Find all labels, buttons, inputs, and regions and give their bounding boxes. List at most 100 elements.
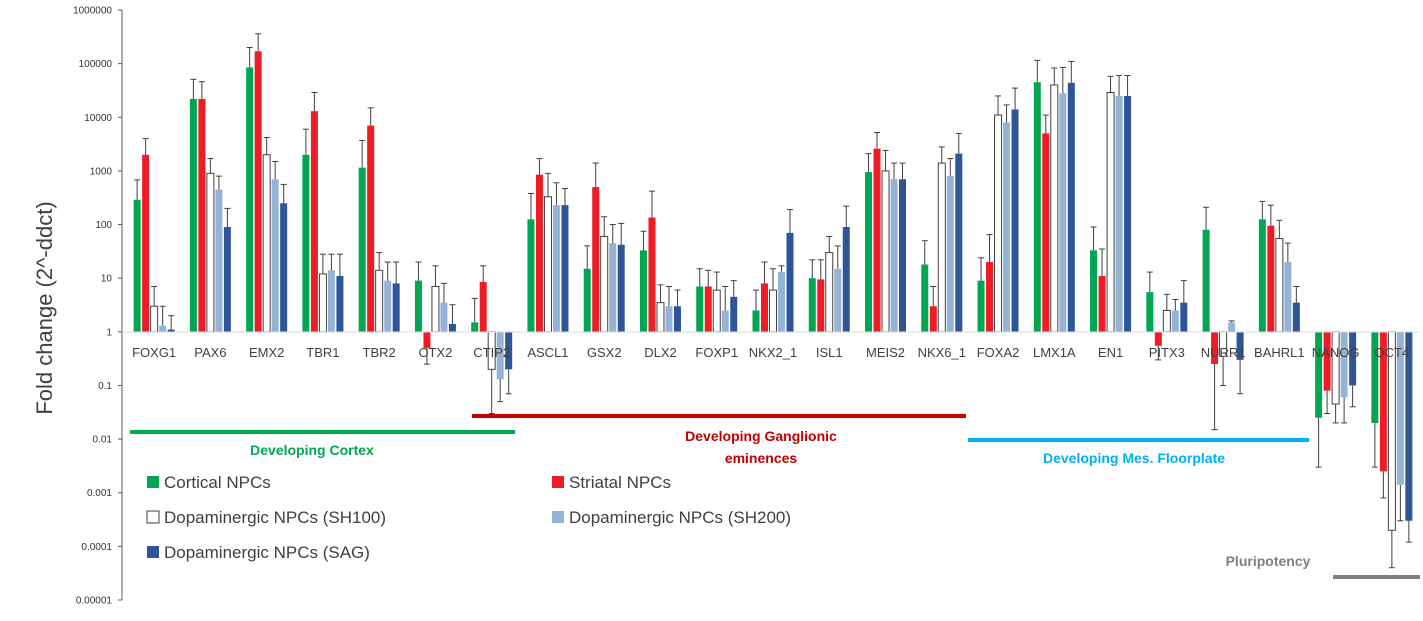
bar: [384, 280, 392, 332]
legend-label-sh100: Dopaminergic NPCs (SH100): [164, 508, 386, 527]
error-bars: [134, 33, 1412, 569]
y-tick-label: 1000000: [73, 6, 112, 17]
bar: [1349, 331, 1357, 386]
bar: [1011, 109, 1019, 332]
y-tick-label: 0.0001: [81, 542, 112, 553]
bar: [414, 280, 422, 332]
group-label-cortex: Developing Cortex: [250, 442, 374, 458]
bar: [1371, 331, 1379, 423]
bar: [600, 235, 609, 333]
category-label: NKX2_1: [749, 345, 797, 360]
bar: [1162, 309, 1171, 333]
legend-label-striatal: Striatal NPCs: [569, 473, 671, 492]
bar: [592, 187, 600, 332]
bar: [921, 264, 929, 332]
group-label-ganglionic-line1: Developing Ganglionic: [685, 428, 837, 444]
bar: [1258, 219, 1266, 332]
bar: [1180, 302, 1188, 332]
bar: [1202, 229, 1210, 332]
bar: [1003, 122, 1011, 332]
bar: [1042, 133, 1050, 332]
bar: [327, 270, 335, 332]
bar: [142, 154, 150, 332]
category-label: EN1: [1098, 345, 1123, 360]
bar: [704, 286, 712, 332]
bar: [1387, 331, 1396, 531]
bar: [808, 278, 816, 332]
y-tick-label: 100000: [79, 59, 113, 70]
y-tick-label: 1000: [90, 166, 113, 177]
bar: [1284, 262, 1292, 332]
bar: [769, 289, 777, 333]
bar: [262, 154, 271, 333]
bar: [1033, 82, 1041, 332]
legend-swatch-striatal: [552, 476, 564, 488]
category-labels: FOXG1 PAX6 EMX2 TBR1 TBR2 OTX2 CTIP2 ASCL1 GSX2 D…: [132, 345, 1409, 360]
bar: [543, 196, 552, 333]
bar: [761, 283, 768, 332]
bar: [881, 170, 890, 333]
legend-label-cortical: Cortical NPCs: [164, 473, 271, 492]
bar: [656, 302, 665, 333]
category-label: DLX2: [644, 345, 677, 360]
legend-label-sh200: Dopaminergic NPCs (SH200): [569, 508, 791, 527]
bar: [617, 244, 625, 332]
bar: [937, 162, 946, 333]
bar: [1379, 331, 1387, 472]
category-label: GSX2: [587, 345, 622, 360]
bar: [890, 179, 898, 332]
bar: [730, 296, 738, 332]
category-label: NANOG: [1312, 345, 1360, 360]
bar: [1267, 225, 1275, 332]
bar: [150, 305, 159, 333]
bar: [440, 302, 448, 332]
bar: [336, 275, 344, 332]
category-label: FOXA2: [977, 345, 1020, 360]
bar: [254, 51, 262, 332]
bar: [721, 310, 729, 332]
bar: [392, 283, 400, 332]
bar: [712, 289, 721, 333]
bar: [215, 189, 223, 332]
bar: [302, 154, 310, 332]
bar: [367, 125, 375, 332]
bar: [280, 203, 288, 332]
category-label: ASCL1: [527, 345, 568, 360]
group-label-floorplate: Developing Mes. Floorplate: [1043, 450, 1225, 466]
bar: [527, 219, 535, 332]
y-tick-label: 1: [106, 327, 112, 338]
y-tick-label: 10000: [84, 113, 112, 124]
legend-swatch-cortical: [147, 476, 159, 488]
bar: [786, 232, 794, 332]
bar: [665, 306, 673, 332]
bar: [505, 331, 513, 370]
bar: [1090, 250, 1098, 332]
bar: [358, 167, 366, 332]
bar: [1340, 331, 1348, 398]
category-label: FOXG1: [132, 345, 176, 360]
category-label: LMX1A: [1033, 345, 1076, 360]
bar: [1323, 331, 1331, 391]
bar: [246, 67, 254, 332]
bar: [842, 226, 850, 332]
bar: [778, 272, 785, 332]
bar: [1275, 237, 1284, 333]
category-label: BAHRL1: [1254, 345, 1305, 360]
bar: [1154, 331, 1162, 346]
bar: [552, 205, 560, 332]
bar: [752, 310, 760, 332]
category-label: PITX3: [1149, 345, 1185, 360]
category-label: NURR1: [1201, 345, 1246, 360]
bar: [423, 331, 431, 348]
bar: [431, 285, 440, 333]
bar: [609, 243, 617, 332]
bar: [1146, 292, 1154, 332]
bar: [167, 329, 175, 332]
bar: [817, 279, 825, 332]
bar: [1106, 91, 1115, 333]
bar: [206, 172, 215, 333]
category-label: TBR2: [363, 345, 396, 360]
category-label: CTIP2: [473, 345, 510, 360]
bar: [189, 98, 197, 332]
